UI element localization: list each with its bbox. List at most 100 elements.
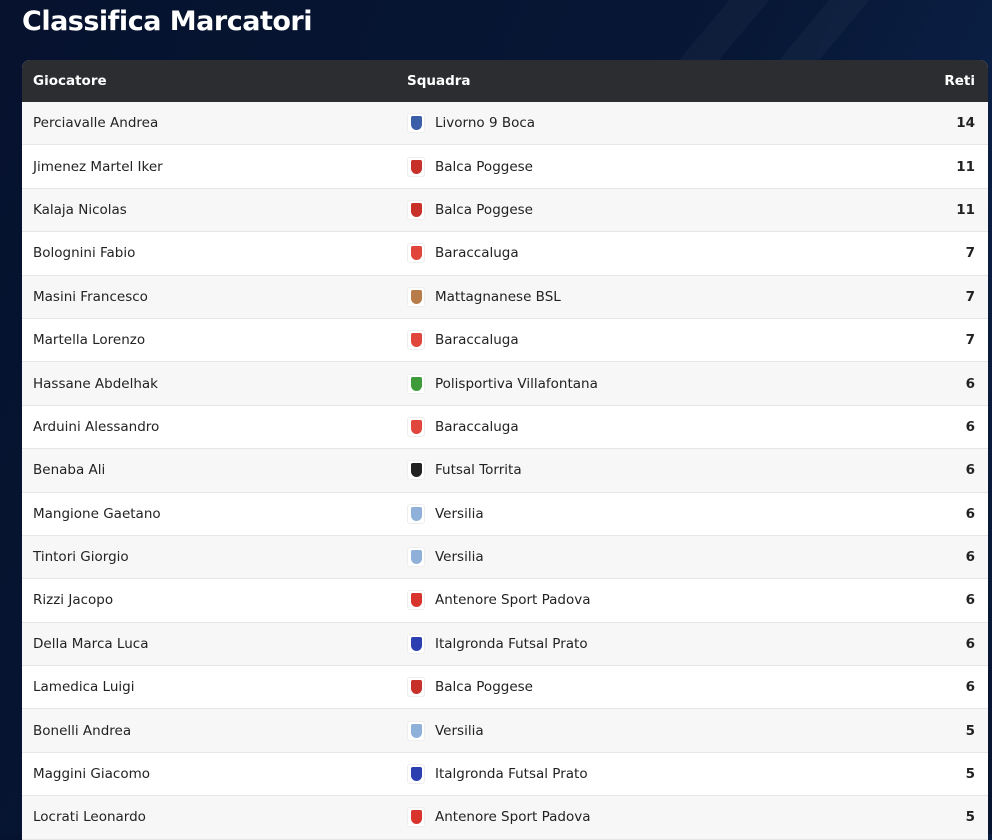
team-cell: Italgronda Futsal Prato xyxy=(407,633,868,654)
goals-value: 5 xyxy=(965,722,975,739)
team-logo-icon xyxy=(407,416,425,437)
table-body: Perciavalle Andrea Livorno 9 Boca 14 Jimene… xyxy=(22,102,988,840)
table-row: Hassane Abdelhak Polisportiva Villafontan… xyxy=(22,362,988,406)
player-name: Bonelli Andrea xyxy=(33,722,132,739)
team-name: Baraccaluga xyxy=(435,332,519,349)
team-name: Polisportiva Villafontana xyxy=(435,375,598,392)
table-row: Maggini Giacomo Italgronda Futsal Prato 5 xyxy=(22,753,988,797)
team-name: Versilia xyxy=(435,549,484,566)
team-cell: Baraccaluga xyxy=(407,330,868,351)
player-name: Masini Francesco xyxy=(33,288,148,305)
team-cell: Polisportiva Villafontana xyxy=(407,373,868,394)
table-row: Rizzi Jacopo Antenore Sport Padova 6 xyxy=(22,579,988,623)
team-name: Balca Poggese xyxy=(435,679,533,696)
player-name: Della Marca Luca xyxy=(33,635,149,652)
page-title: Classifica Marcatori xyxy=(22,6,312,37)
team-logo-icon xyxy=(407,807,425,828)
goals-value: 5 xyxy=(965,766,975,783)
goals-value: 6 xyxy=(965,418,975,435)
team-name: Livorno 9 Boca xyxy=(435,115,536,132)
team-cell: Versilia xyxy=(407,547,868,568)
team-logo-icon xyxy=(407,590,425,611)
table-row: Della Marca Luca Italgronda Futsal Prato 6 xyxy=(22,622,988,667)
team-logo-icon xyxy=(407,633,425,654)
goals-value: 7 xyxy=(965,288,975,305)
team-cell: Livorno 9 Boca xyxy=(407,113,868,134)
goals-value: 7 xyxy=(965,332,975,349)
table-row: Arduini Alessandro Baraccaluga 6 xyxy=(22,406,988,450)
player-name: Mangione Gaetano xyxy=(33,505,161,522)
player-name: Tintori Giorgio xyxy=(33,549,129,566)
player-name: Arduini Alessandro xyxy=(33,418,160,435)
team-name: Balca Poggese xyxy=(435,158,533,175)
team-logo-icon xyxy=(407,156,425,177)
team-name: Italgronda Futsal Prato xyxy=(435,635,588,652)
player-name: Maggini Giacomo xyxy=(33,766,150,783)
table-row: Kalaja Nicolas Balca Poggese 11 xyxy=(22,188,988,233)
team-cell: Antenore Sport Padova xyxy=(407,590,868,611)
player-name: Martella Lorenzo xyxy=(33,332,146,349)
team-logo-icon xyxy=(407,330,425,351)
player-name: Perciavalle Andrea xyxy=(33,115,159,132)
table-row: Bolognini Fabio Baraccaluga 7 xyxy=(22,232,988,276)
table-row: Benaba Ali Futsal Torrita 6 xyxy=(22,449,988,493)
team-name: Balca Poggese xyxy=(435,201,533,218)
team-logo-icon xyxy=(407,720,425,741)
team-cell: Mattagnanese BSL xyxy=(407,286,868,307)
team-logo-icon xyxy=(407,547,425,568)
team-logo-icon xyxy=(407,460,425,481)
player-name: Rizzi Jacopo xyxy=(33,592,114,609)
team-cell: Baraccaluga xyxy=(407,416,868,437)
team-cell: Versilia xyxy=(407,720,868,741)
player-name: Jimenez Martel Iker xyxy=(33,158,163,175)
team-name: Antenore Sport Padova xyxy=(435,592,591,609)
table-row: Locrati Leonardo Antenore Sport Padova 5 xyxy=(22,796,988,840)
team-logo-icon xyxy=(407,113,425,134)
team-cell: Versilia xyxy=(407,503,868,524)
team-cell: Italgronda Futsal Prato xyxy=(407,764,868,785)
team-name: Italgronda Futsal Prato xyxy=(435,766,588,783)
table-row: Masini Francesco Mattagnanese BSL 7 xyxy=(22,275,988,319)
table-row: Perciavalle Andrea Livorno 9 Boca 14 xyxy=(22,102,988,146)
team-name: Antenore Sport Padova xyxy=(435,809,591,826)
scorers-table: Giocatore Squadra Reti Perciavalle Andre… xyxy=(22,60,988,840)
player-name: Bolognini Fabio xyxy=(33,245,136,262)
goals-value: 6 xyxy=(965,592,975,609)
goals-value: 6 xyxy=(965,462,975,479)
team-name: Futsal Torrita xyxy=(435,462,522,479)
team-logo-icon xyxy=(407,243,425,264)
team-name: Baraccaluga xyxy=(435,418,519,435)
team-cell: Balca Poggese xyxy=(407,156,868,177)
player-name: Lamedica Luigi xyxy=(33,679,135,696)
goals-value: 6 xyxy=(965,679,975,696)
goals-value: 14 xyxy=(956,115,975,132)
team-logo-icon xyxy=(407,199,425,220)
table-row: Tintori Giorgio Versilia 6 xyxy=(22,535,988,580)
column-header-team[interactable]: Squadra xyxy=(407,73,471,89)
goals-value: 6 xyxy=(965,635,975,652)
player-name: Benaba Ali xyxy=(33,462,106,479)
team-logo-icon xyxy=(407,764,425,785)
team-logo-icon xyxy=(407,503,425,524)
team-name: Baraccaluga xyxy=(435,245,519,262)
column-header-goals[interactable]: Reti xyxy=(944,73,975,89)
goals-value: 7 xyxy=(965,245,975,262)
team-name: Versilia xyxy=(435,722,484,739)
team-cell: Antenore Sport Padova xyxy=(407,807,868,828)
team-cell: Balca Poggese xyxy=(407,199,868,220)
player-name: Hassane Abdelhak xyxy=(33,375,158,392)
column-header-player[interactable]: Giocatore xyxy=(33,73,107,89)
player-name: Locrati Leonardo xyxy=(33,809,146,826)
table-row: Martella Lorenzo Baraccaluga 7 xyxy=(22,319,988,363)
team-logo-icon xyxy=(407,373,425,394)
player-name: Kalaja Nicolas xyxy=(33,201,127,218)
table-header: Giocatore Squadra Reti xyxy=(22,60,988,102)
table-row: Lamedica Luigi Balca Poggese 6 xyxy=(22,666,988,710)
table-row: Mangione Gaetano Versilia 6 xyxy=(22,493,988,536)
team-cell: Baraccaluga xyxy=(407,243,868,264)
team-cell: Balca Poggese xyxy=(407,677,868,698)
goals-value: 6 xyxy=(965,375,975,392)
table-row: Jimenez Martel Iker Balca Poggese 11 xyxy=(22,145,988,189)
team-logo-icon xyxy=(407,286,425,307)
goals-value: 6 xyxy=(965,505,975,522)
